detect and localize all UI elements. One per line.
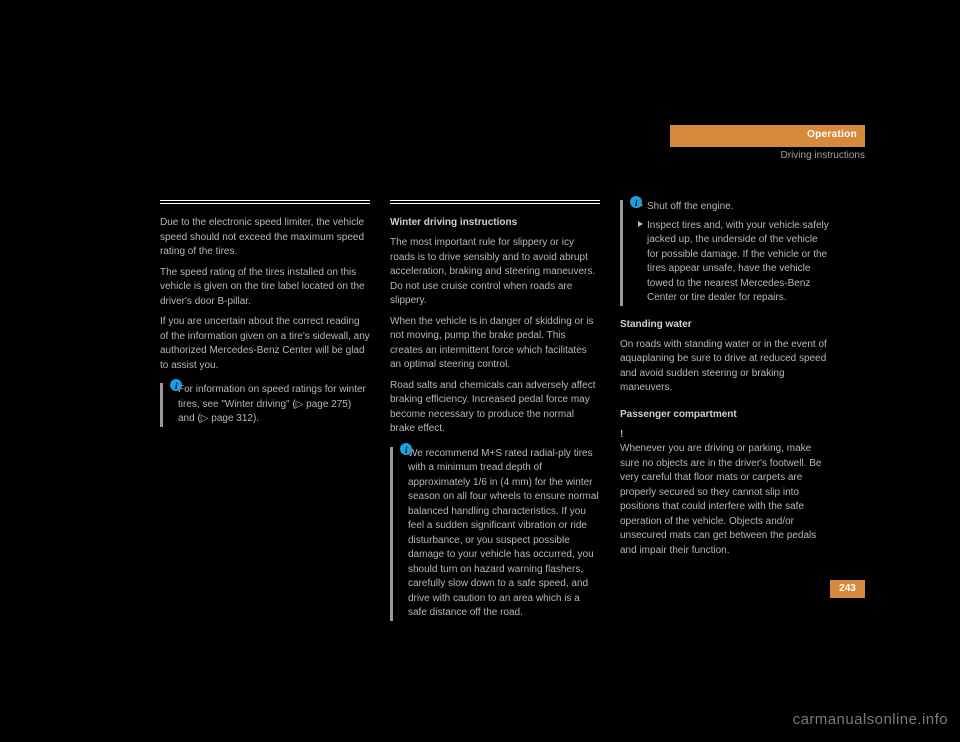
column-1: Due to the electronic speed limiter, the… xyxy=(160,200,370,427)
watermark: carmanualsonline.info xyxy=(793,711,948,728)
info-icon: i xyxy=(630,196,642,208)
section-label: Operation xyxy=(807,129,857,140)
body-text: The most important rule for slippery or … xyxy=(390,236,600,309)
step-label: Inspect tires and, with your vehicle saf… xyxy=(647,220,829,304)
column-rule xyxy=(160,200,370,206)
heading: Winter driving instructions xyxy=(390,216,600,230)
section-tab: Operation xyxy=(670,125,865,147)
heading: Standing water xyxy=(620,318,830,332)
note-bar xyxy=(390,447,393,621)
body-text: On roads with standing water or in the e… xyxy=(620,338,830,396)
body-text: Due to the electronic speed limiter, the… xyxy=(160,216,370,260)
column-3: i Shut off the engine. Inspect tires and… xyxy=(620,200,830,558)
note-text: We recommend M+S rated radial-ply tires … xyxy=(408,447,600,621)
step-text: Shut off the engine. xyxy=(638,200,830,215)
column-2: Winter driving instructions The most imp… xyxy=(390,200,600,621)
page-number-tab: 243 xyxy=(830,580,865,598)
info-note: i For information on speed ratings for w… xyxy=(160,383,370,427)
info-note: i We recommend M+S rated radial-ply tire… xyxy=(390,447,600,621)
triangle-icon xyxy=(638,221,643,227)
page-number: 243 xyxy=(830,583,865,594)
body-text: Road salts and chemicals can adversely a… xyxy=(390,379,600,437)
note-bar xyxy=(620,200,623,306)
caution-mark: ! xyxy=(620,428,830,443)
note-text: For information on speed ratings for win… xyxy=(178,383,370,427)
body-text: If you are uncertain about the correct r… xyxy=(160,315,370,373)
info-note: i Shut off the engine. Inspect tires and… xyxy=(620,200,830,306)
document-page: Operation Driving instructions Due to th… xyxy=(0,0,960,742)
info-icon: i xyxy=(400,443,412,455)
body-text: The speed rating of the tires installed … xyxy=(160,266,370,310)
step-label: Shut off the engine. xyxy=(647,201,734,212)
heading: Passenger compartment xyxy=(620,408,830,422)
step-text: Inspect tires and, with your vehicle saf… xyxy=(638,219,830,306)
subsection-label: Driving instructions xyxy=(670,150,865,161)
body-text: When the vehicle is in danger of skiddin… xyxy=(390,315,600,373)
note-bar xyxy=(160,383,163,427)
info-icon: i xyxy=(170,379,182,391)
body-text: Whenever you are driving or parking, mak… xyxy=(620,442,830,558)
column-rule xyxy=(390,200,600,206)
